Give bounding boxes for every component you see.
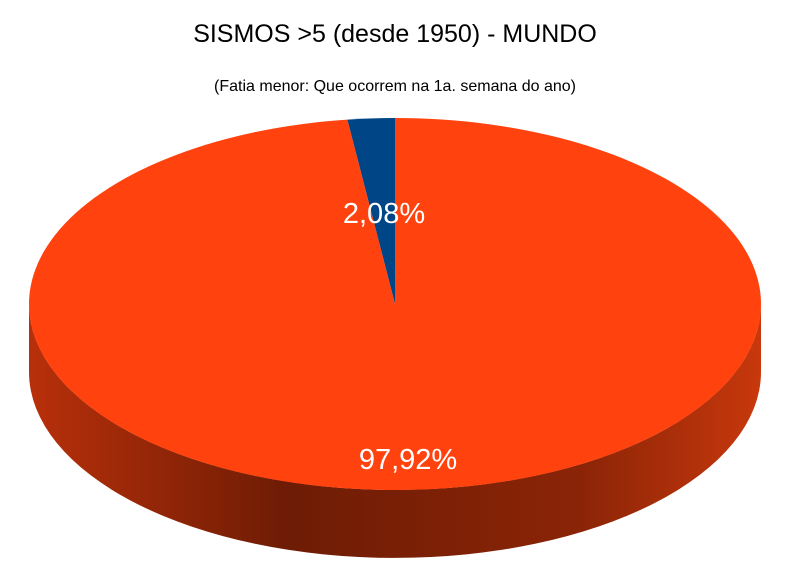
pie-top xyxy=(28,117,761,490)
chart-subtitle: (Fatia menor: Que ocorrem na 1a. semana … xyxy=(214,78,576,95)
pie-slice-2 xyxy=(28,117,761,490)
slice-label-1: 2,08% xyxy=(343,198,425,230)
pie-side-wall xyxy=(29,304,761,558)
chart-title: SISMOS >5 (desde 1950) - MUNDO xyxy=(193,20,597,48)
pie-slice-1 xyxy=(347,118,395,304)
pie-labels: 2,08% 97,92% xyxy=(343,198,457,476)
pie-side xyxy=(29,304,761,558)
slice-label-2: 97,92% xyxy=(359,444,457,476)
